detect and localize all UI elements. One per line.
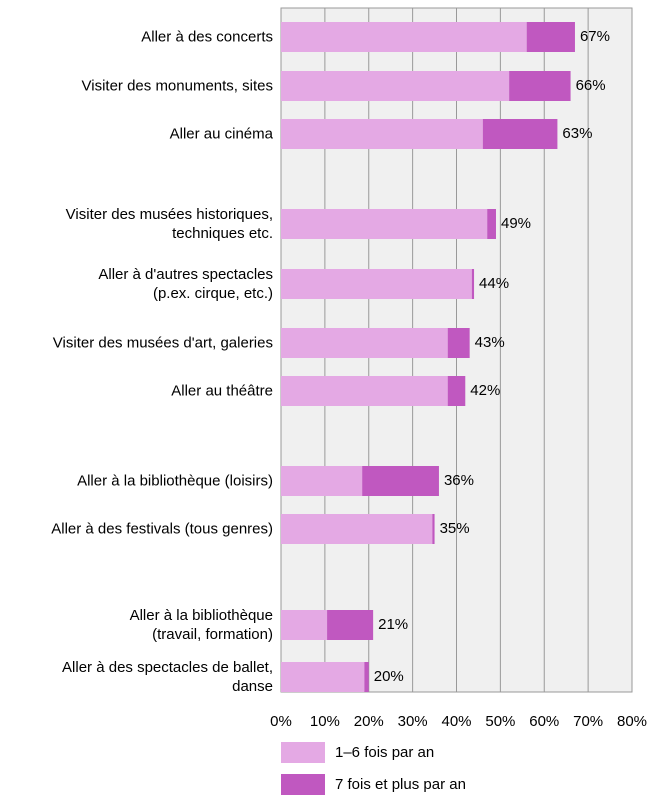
x-tick-label: 40% — [441, 713, 471, 730]
x-tick-label: 50% — [485, 713, 515, 730]
legend-label: 1–6 fois par an — [335, 744, 434, 761]
total-label: 20% — [374, 668, 404, 685]
total-label: 67% — [580, 28, 610, 45]
bar-segment — [327, 610, 374, 640]
total-label: 21% — [378, 616, 408, 633]
category-label: Aller à des concerts — [141, 28, 273, 46]
x-tick-label: 0% — [270, 713, 292, 730]
bar-segment — [526, 22, 575, 52]
bar-segment — [362, 466, 439, 496]
x-tick-label: 70% — [573, 713, 603, 730]
bar-segment — [447, 376, 466, 406]
total-label: 66% — [576, 77, 606, 94]
category-label: Aller à la bibliothèque (travail, format… — [129, 607, 273, 643]
bar-segment — [281, 328, 448, 358]
category-label: Aller à la bibliothèque (loisirs) — [77, 472, 273, 490]
bar-segment — [471, 269, 475, 299]
bar-segment — [281, 610, 328, 640]
bar-segment — [281, 514, 433, 544]
x-tick-label: 20% — [354, 713, 384, 730]
category-label: Aller à des spectacles de ballet, danse — [62, 659, 273, 695]
bar-segment — [281, 119, 483, 149]
bar-segment — [281, 269, 472, 299]
bar-segment — [482, 119, 558, 149]
bar-segment — [432, 514, 435, 544]
total-label: 44% — [479, 275, 509, 292]
category-label: Aller au cinéma — [169, 125, 273, 143]
category-label: Visiter des monuments, sites — [81, 77, 273, 95]
bar-segment — [281, 662, 365, 692]
total-label: 43% — [475, 334, 505, 351]
total-label: 42% — [470, 382, 500, 399]
category-label: Aller à d'autres spectacles (p.ex. cirqu… — [98, 266, 273, 302]
bar-segment — [509, 71, 571, 101]
category-label: Visiter des musées d'art, galeries — [52, 334, 273, 352]
bar-segment — [281, 376, 448, 406]
bar-segment — [487, 209, 496, 239]
total-label: 49% — [501, 215, 531, 232]
category-label: Aller à des festivals (tous genres) — [51, 520, 273, 538]
x-tick-label: 60% — [529, 713, 559, 730]
bar-segment — [281, 71, 510, 101]
legend-swatch — [281, 742, 325, 763]
total-label: 36% — [444, 472, 474, 489]
legend-swatch — [281, 774, 325, 795]
x-tick-label: 30% — [398, 713, 428, 730]
x-tick-label: 80% — [617, 713, 647, 730]
bar-segment — [364, 662, 369, 692]
bar-segment — [281, 22, 527, 52]
bar-segment — [281, 466, 363, 496]
total-label: 35% — [440, 520, 470, 537]
category-label: Aller au théâtre — [171, 382, 273, 400]
category-label: Visiter des musées historiques, techniqu… — [65, 206, 273, 242]
legend-label: 7 fois et plus par an — [335, 776, 466, 793]
total-label: 63% — [562, 125, 592, 142]
bar-segment — [281, 209, 488, 239]
x-tick-label: 10% — [310, 713, 340, 730]
bar-segment — [447, 328, 470, 358]
